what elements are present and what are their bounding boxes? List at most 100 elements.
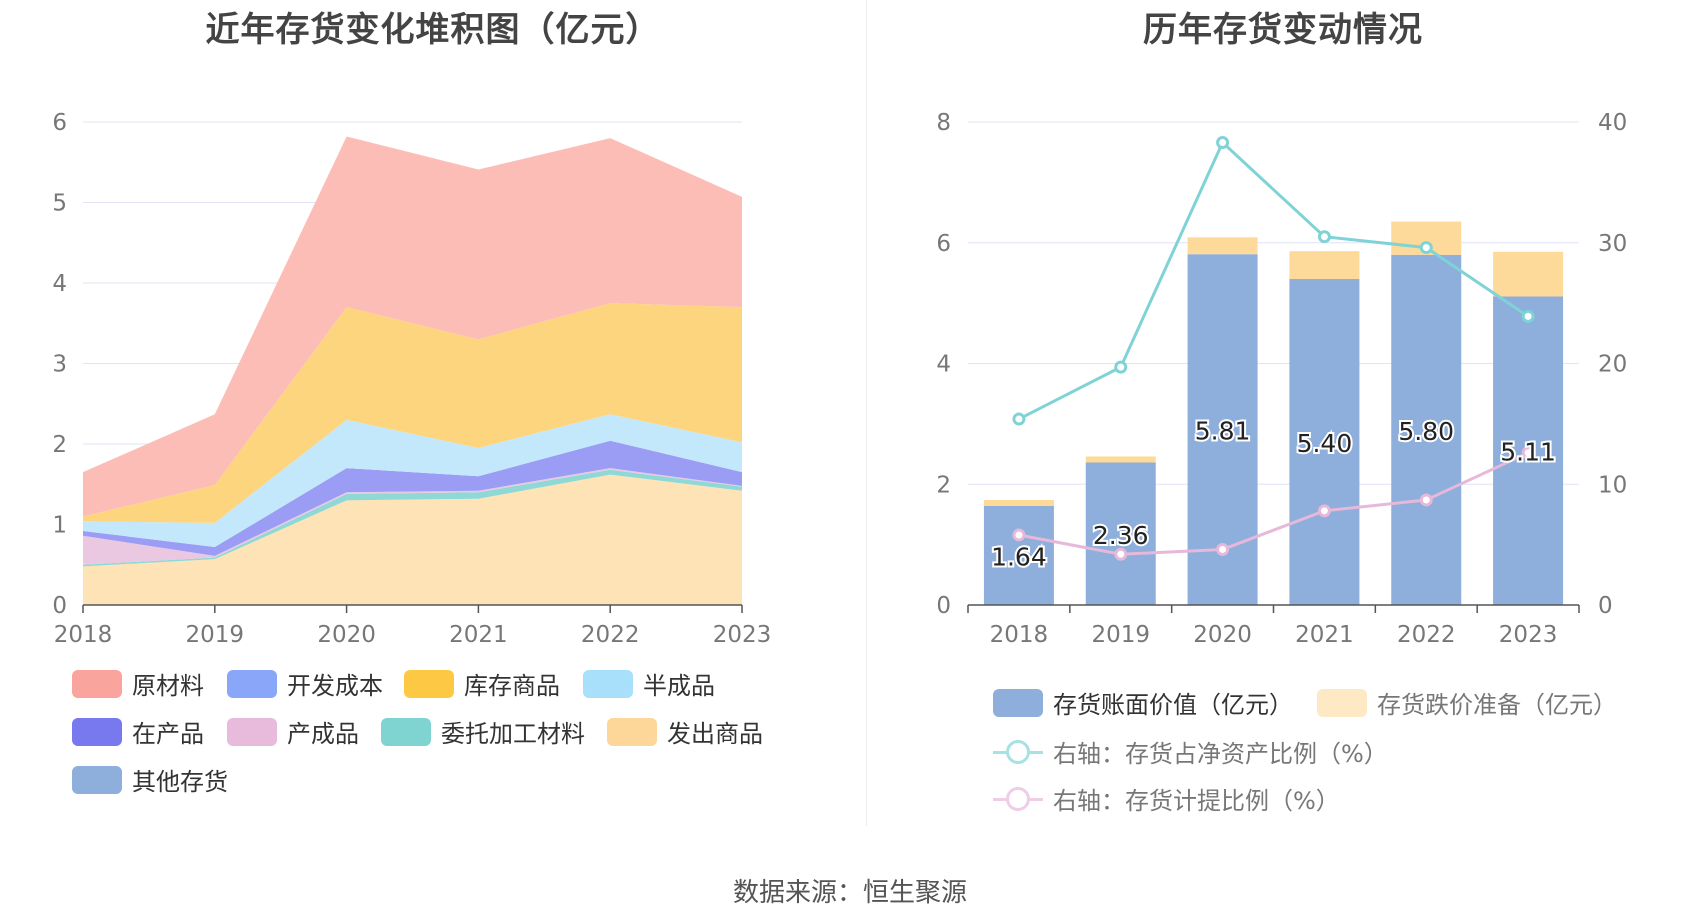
legend-item[interactable]: 产成品 xyxy=(227,714,359,749)
x-tick-label: 2019 xyxy=(186,622,245,648)
legend-label: 原材料 xyxy=(132,672,204,700)
left-chart-title: 近年存货变化堆积图（亿元） xyxy=(205,10,661,50)
panel-divider xyxy=(866,0,867,826)
legend-label: 右轴：存货计提比例（%） xyxy=(1053,787,1340,815)
bar-存货跌价准备（亿元） xyxy=(1085,456,1156,463)
legend-item[interactable]: 发出商品 xyxy=(607,714,763,749)
bar-存货账面价值（亿元） xyxy=(983,505,1054,605)
legend-item[interactable]: 其他存货 xyxy=(72,762,228,797)
bar-存货跌价准备（亿元） xyxy=(983,499,1054,506)
bar-存货账面价值（亿元） xyxy=(1391,254,1462,605)
line-point xyxy=(1521,309,1535,323)
legend-item[interactable]: 右轴：存货占净资产比例（%） xyxy=(993,734,1388,769)
legend-item[interactable]: 半成品 xyxy=(583,666,715,701)
line-右轴：存货计提比例（%） xyxy=(1018,451,1529,556)
area-产成品 xyxy=(83,468,742,565)
y-tick-label: 4 xyxy=(936,352,951,378)
bar-line-chart: 0 2 4 6 8 0 10 20 30 40 2018 2019 2020 2021 2022 2023 1.… xyxy=(936,110,1627,648)
line-point xyxy=(1216,136,1230,150)
bar-存货跌价准备（亿元） xyxy=(1187,237,1258,255)
line-point xyxy=(1521,446,1535,460)
line-point xyxy=(1114,360,1128,374)
bar-value-label: 5.40 xyxy=(1297,429,1353,458)
legend-label: 库存商品 xyxy=(464,672,560,700)
x-tick-label: 2023 xyxy=(1499,622,1558,648)
x-tick-label: 2022 xyxy=(1397,622,1456,648)
data-source-footer: 数据来源：恒生聚源 xyxy=(732,878,967,908)
x-tick-label: 2018 xyxy=(990,622,1049,648)
y-tick-label: 6 xyxy=(52,110,67,136)
legend-label: 产成品 xyxy=(287,720,359,748)
legend-swatch xyxy=(993,688,1043,717)
y2-tick-label: 20 xyxy=(1598,352,1627,378)
legend-label: 在产品 xyxy=(132,720,204,748)
x-tick-label: 2020 xyxy=(317,622,376,648)
bar-存货账面价值（亿元） xyxy=(1289,278,1360,605)
bar-value-label: 2.36 xyxy=(1093,521,1149,550)
legend-item[interactable]: 委托加工材料 xyxy=(381,714,585,749)
x-tick-label: 2023 xyxy=(713,622,772,648)
y-tick-label: 8 xyxy=(936,110,951,136)
legend-swatch xyxy=(381,717,431,746)
y2-tick-label: 30 xyxy=(1598,231,1627,257)
legend-item[interactable]: 在产品 xyxy=(72,714,204,749)
legend-swatch xyxy=(404,669,454,698)
area-库存商品 xyxy=(83,303,742,523)
area-在产品 xyxy=(83,440,742,556)
legend-label: 发出商品 xyxy=(667,720,763,748)
x-tick-label: 2021 xyxy=(1295,622,1354,648)
bar-存货跌价准备（亿元） xyxy=(1289,251,1360,279)
stacked-area-chart: 0 1 2 3 4 5 6 2018 2019 2020 2021 2022 2023 xyxy=(52,110,772,648)
line-point xyxy=(1419,493,1433,507)
legend-item[interactable]: 右轴：存货计提比例（%） xyxy=(993,781,1340,816)
legend-item[interactable]: 开发成本 xyxy=(227,666,383,701)
y2-tick-label: 40 xyxy=(1598,110,1627,136)
line-point xyxy=(1317,230,1331,244)
bar-value-label: 1.64 xyxy=(991,542,1047,571)
legend-swatch xyxy=(227,717,277,746)
legend-marker xyxy=(1006,786,1030,811)
legend-label: 半成品 xyxy=(643,672,715,700)
inventory-stacked-area-panel: 近年存货变化堆积图（亿元） 0 1 2 3 4 5 6 2018 2019 2020 2021 202… xyxy=(0,0,866,830)
legend-item[interactable]: 原材料 xyxy=(72,666,204,701)
line-point xyxy=(1012,528,1026,542)
legend-swatch xyxy=(583,669,633,698)
y-tick-label: 5 xyxy=(52,191,67,217)
legend-marker xyxy=(1006,739,1030,764)
legend-swatch xyxy=(72,765,122,794)
legend-swatch xyxy=(227,669,277,698)
x-tick-label: 2021 xyxy=(449,622,508,648)
area-委托加工材料 xyxy=(83,469,742,567)
x-tick-label: 2022 xyxy=(581,622,640,648)
x-tick-label: 2019 xyxy=(1091,622,1150,648)
legend-label: 委托加工材料 xyxy=(441,720,585,748)
inventory-change-panel: 历年存货变动情况 0 2 4 6 8 0 10 20 30 40 2018 2019 2020 2021 2… xyxy=(866,0,1700,830)
legend-item[interactable]: 库存商品 xyxy=(404,666,560,701)
y2-tick-label: 0 xyxy=(1598,593,1613,619)
y-tick-label: 4 xyxy=(52,271,67,297)
y-tick-label: 6 xyxy=(936,231,951,257)
legend-label: 右轴：存货占净资产比例（%） xyxy=(1053,740,1388,768)
legend-swatch xyxy=(993,738,1043,766)
area-原材料 xyxy=(83,136,742,517)
legend-label: 其他存货 xyxy=(132,768,228,796)
y-tick-label: 0 xyxy=(52,593,67,619)
line-point xyxy=(1012,412,1026,426)
line-point xyxy=(1216,542,1230,556)
line-point xyxy=(1317,504,1331,518)
area-发出商品 xyxy=(83,474,742,605)
x-tick-label: 2020 xyxy=(1193,622,1252,648)
line-point xyxy=(1419,241,1433,255)
y-tick-label: 0 xyxy=(936,593,951,619)
bar-存货跌价准备（亿元） xyxy=(1493,251,1564,297)
legend-label: 存货账面价值（亿元） xyxy=(1053,691,1293,719)
legend-swatch xyxy=(72,717,122,746)
bar-value-label: 5.81 xyxy=(1195,417,1251,446)
line-point xyxy=(1114,547,1128,561)
area-半成品 xyxy=(83,414,742,548)
legend-item[interactable]: 存货跌价准备（亿元） xyxy=(1317,685,1617,720)
legend-swatch xyxy=(607,717,657,746)
bar-value-label: 5.11 xyxy=(1500,438,1556,467)
legend-item[interactable]: 存货账面价值（亿元） xyxy=(993,685,1293,720)
legend-swatch xyxy=(1317,688,1367,717)
